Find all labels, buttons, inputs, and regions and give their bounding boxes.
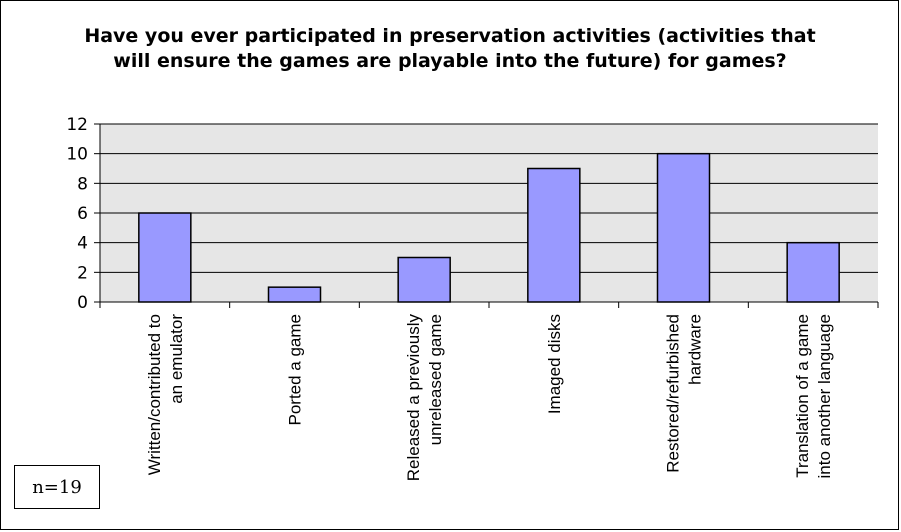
bar	[397, 256, 451, 303]
y-tick-label: 12	[66, 115, 88, 135]
bars	[138, 152, 840, 303]
gridlines	[100, 123, 878, 273]
category-label-line: Imaged disks	[545, 314, 564, 414]
sample-size-text: n=19	[32, 476, 82, 498]
category-label: Translation of a game into another langua…	[793, 314, 834, 478]
category-label: Written/contributed to an emulator	[145, 314, 186, 476]
category-label-line: an emulator	[167, 314, 186, 404]
category-label: Restored/refurbished hardware	[664, 314, 705, 473]
category-label-line: Ported a game	[286, 314, 305, 426]
y-tick-label: 10	[66, 145, 88, 165]
category-label-line: Restored/refurbished	[664, 314, 683, 473]
bar	[138, 212, 192, 303]
bar	[656, 152, 711, 303]
category-label-line: Released a previously	[404, 314, 423, 482]
chart-title: Have you ever participated in preservati…	[84, 25, 816, 72]
category-label: Imaged disks	[545, 314, 564, 414]
y-tick-label: 0	[77, 293, 88, 313]
y-tick-label: 2	[77, 263, 88, 283]
category-label-line: into another language	[815, 314, 834, 478]
bar	[786, 241, 840, 303]
sample-size-note: n=19	[14, 465, 100, 509]
category-label: Ported a game	[286, 314, 305, 426]
y-tick-label: 4	[77, 234, 88, 254]
category-label: Released a previously unreleased game	[404, 314, 445, 482]
category-label-line: unreleased game	[426, 314, 445, 445]
category-labels: Written/contributed to an emulator Ported …	[145, 314, 834, 482]
category-label-line: Translation of a game	[793, 314, 812, 478]
bar	[267, 286, 322, 303]
y-tick-label: 8	[77, 174, 88, 194]
y-tick-label: 6	[77, 204, 88, 224]
category-label-line: hardware	[686, 314, 705, 385]
y-tick-labels: 0 2 4 6 8 10 12	[66, 115, 100, 313]
category-label-line: Written/contributed to	[145, 314, 164, 475]
bar	[527, 167, 581, 303]
